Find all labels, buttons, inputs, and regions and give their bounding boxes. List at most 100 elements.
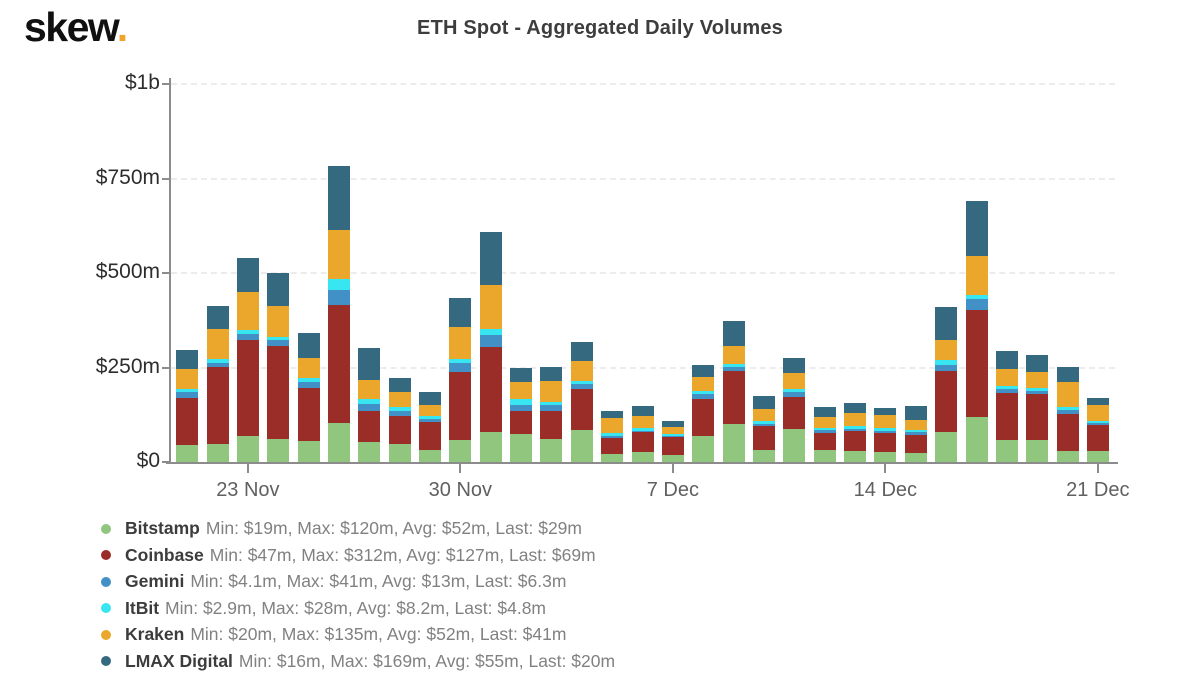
bar-segment-itbit[interactable] (844, 426, 867, 429)
stacked-bar-24-nov[interactable] (267, 273, 290, 462)
legend-item-bitstamp[interactable]: Bitstamp Min: $19m, Max: $120m, Avg: $52m… (101, 518, 615, 539)
bar-segment-lmax-digital[interactable] (844, 403, 867, 414)
bar-segment-gemini[interactable] (935, 364, 958, 372)
bar-segment-bitstamp[interactable] (935, 432, 958, 462)
bar-segment-bitstamp[interactable] (267, 438, 290, 462)
bar-segment-coinbase[interactable] (965, 310, 988, 417)
bar-segment-kraken[interactable] (570, 360, 593, 381)
bar-segment-gemini[interactable] (358, 404, 381, 411)
bar-segment-kraken[interactable] (965, 256, 988, 295)
bar-segment-lmax-digital[interactable] (601, 410, 624, 419)
stacked-bar-7-dec[interactable] (661, 420, 684, 462)
bar-segment-coinbase[interactable] (753, 426, 775, 450)
bar-segment-gemini[interactable] (813, 430, 836, 433)
bar-segment-itbit[interactable] (206, 359, 229, 363)
bar-segment-coinbase[interactable] (1026, 393, 1049, 440)
stacked-bar-19-dec[interactable] (1026, 355, 1049, 462)
bar-segment-coinbase[interactable] (479, 347, 502, 432)
stacked-bar-17-dec[interactable] (965, 201, 988, 462)
bar-segment-gemini[interactable] (419, 418, 442, 423)
bar-segment-itbit[interactable] (904, 429, 927, 432)
bar-segment-gemini[interactable] (236, 333, 259, 341)
bar-segment-coinbase[interactable] (813, 432, 836, 451)
bar-segment-itbit[interactable] (388, 407, 411, 412)
bar-segment-itbit[interactable] (601, 433, 624, 437)
bar-segment-itbit[interactable] (661, 434, 684, 436)
bar-segment-coinbase[interactable] (1086, 424, 1109, 452)
bar-segment-coinbase[interactable] (297, 387, 320, 442)
bar-segment-lmax-digital[interactable] (449, 298, 472, 327)
bar-segment-coinbase[interactable] (722, 371, 745, 424)
bar-segment-itbit[interactable] (722, 364, 745, 368)
bar-segment-kraken[interactable] (267, 305, 290, 337)
legend-item-kraken[interactable]: Kraken Min: $20m, Max: $135m, Avg: $52m, … (101, 624, 615, 645)
stacked-bar-3-dec[interactable] (540, 367, 563, 462)
bar-segment-kraken[interactable] (813, 417, 836, 428)
bar-segment-lmax-digital[interactable] (874, 408, 897, 416)
bar-segment-bitstamp[interactable] (661, 454, 684, 462)
bar-segment-lmax-digital[interactable] (206, 305, 229, 330)
bar-segment-coinbase[interactable] (327, 305, 350, 424)
bar-segment-bitstamp[interactable] (965, 416, 988, 462)
stacked-bar-11-dec[interactable] (783, 358, 806, 462)
bar-segment-bitstamp[interactable] (995, 440, 1018, 462)
bar-segment-lmax-digital[interactable] (236, 257, 259, 293)
bar-segment-lmax-digital[interactable] (176, 349, 199, 369)
legend-item-itbit[interactable]: ItBit Min: $2.9m, Max: $28m, Avg: $8.2m, … (101, 598, 615, 619)
bar-segment-coinbase[interactable] (874, 432, 897, 453)
bar-segment-gemini[interactable] (661, 435, 684, 438)
bar-segment-lmax-digital[interactable] (479, 231, 502, 285)
stacked-bar-5-dec[interactable] (601, 410, 624, 462)
bar-segment-lmax-digital[interactable] (419, 392, 442, 405)
bar-segment-bitstamp[interactable] (692, 436, 715, 462)
bar-segment-kraken[interactable] (1086, 405, 1109, 421)
bar-segment-bitstamp[interactable] (358, 441, 381, 462)
bar-segment-itbit[interactable] (570, 380, 593, 385)
bar-segment-lmax-digital[interactable] (358, 348, 381, 381)
bar-segment-lmax-digital[interactable] (813, 407, 836, 418)
bar-segment-bitstamp[interactable] (479, 431, 502, 462)
bar-segment-kraken[interactable] (601, 418, 624, 434)
bar-segment-itbit[interactable] (965, 294, 988, 299)
stacked-bar-2-dec[interactable] (510, 367, 533, 462)
bar-segment-bitstamp[interactable] (176, 445, 199, 462)
bar-segment-kraken[interactable] (844, 413, 867, 427)
stacked-bar-21-dec[interactable] (1086, 397, 1109, 462)
bar-segment-kraken[interactable] (358, 380, 381, 399)
bar-segment-bitstamp[interactable] (904, 452, 927, 462)
bar-segment-kraken[interactable] (753, 408, 775, 421)
bar-segment-coinbase[interactable] (358, 410, 381, 442)
bar-segment-bitstamp[interactable] (1086, 451, 1109, 462)
bar-segment-bitstamp[interactable] (540, 439, 563, 462)
bar-segment-coinbase[interactable] (570, 389, 593, 430)
bar-segment-gemini[interactable] (874, 430, 897, 433)
bar-segment-kraken[interactable] (510, 382, 533, 400)
bar-segment-itbit[interactable] (692, 391, 715, 395)
bar-segment-bitstamp[interactable] (631, 452, 654, 462)
bar-segment-itbit[interactable] (631, 427, 654, 431)
bar-segment-gemini[interactable] (783, 392, 806, 397)
bar-segment-lmax-digital[interactable] (631, 406, 654, 416)
bar-segment-coinbase[interactable] (995, 393, 1018, 441)
bar-segment-coinbase[interactable] (449, 372, 472, 441)
bar-segment-lmax-digital[interactable] (935, 307, 958, 340)
bar-segment-kraken[interactable] (388, 392, 411, 408)
stacked-bar-9-dec[interactable] (722, 321, 745, 462)
bar-segment-itbit[interactable] (935, 360, 958, 365)
bar-segment-coinbase[interactable] (601, 437, 624, 454)
bar-segment-coinbase[interactable] (631, 432, 654, 453)
bar-segment-itbit[interactable] (1056, 406, 1079, 410)
bar-segment-lmax-digital[interactable] (510, 367, 533, 383)
bar-segment-kraken[interactable] (206, 329, 229, 360)
bar-segment-kraken[interactable] (631, 415, 654, 428)
bar-segment-bitstamp[interactable] (813, 450, 836, 462)
bar-segment-coinbase[interactable] (904, 435, 927, 453)
bar-segment-lmax-digital[interactable] (722, 321, 745, 346)
bar-segment-gemini[interactable] (267, 339, 290, 346)
legend-item-coinbase[interactable]: Coinbase Min: $47m, Max: $312m, Avg: $127… (101, 545, 615, 566)
bar-segment-bitstamp[interactable] (783, 428, 806, 462)
bar-segment-itbit[interactable] (236, 330, 259, 334)
bar-segment-gemini[interactable] (510, 404, 533, 411)
bar-segment-kraken[interactable] (692, 377, 715, 392)
bar-segment-bitstamp[interactable] (601, 453, 624, 462)
